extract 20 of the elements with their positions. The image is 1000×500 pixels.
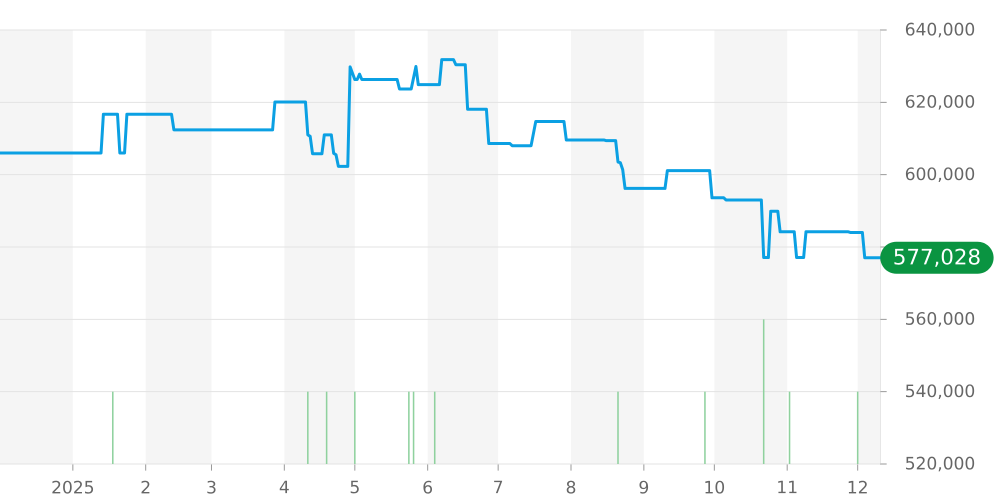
y-tick-label: 620,000 [906,95,974,110]
x-tick-label: 8 [566,480,576,494]
x-tick-label: 3 [207,480,216,494]
x-tick-label: 9 [639,480,648,494]
x-tick-label: 12 [848,480,867,494]
y-tick-label: 640,000 [906,22,974,38]
y-tick-label: 600,000 [906,167,974,182]
x-tick-label: 2 [142,480,150,494]
x-tick-label: 10 [705,480,724,494]
x-tick-label: 5 [350,480,359,494]
x-tick-label: 6 [423,480,432,494]
x-tick-label: 7 [494,480,502,494]
annotation: 577,028 [894,248,980,267]
y-tick-label: 520,000 [906,456,974,472]
line-series [0,58,882,260]
y-tick-label: 540,000 [906,384,974,399]
x-tick-label: 2025 [52,480,94,494]
x-tick-label: 4 [280,480,289,494]
y-tick-label: 560,000 [906,312,974,327]
x-tick-label: 11 [778,480,796,494]
